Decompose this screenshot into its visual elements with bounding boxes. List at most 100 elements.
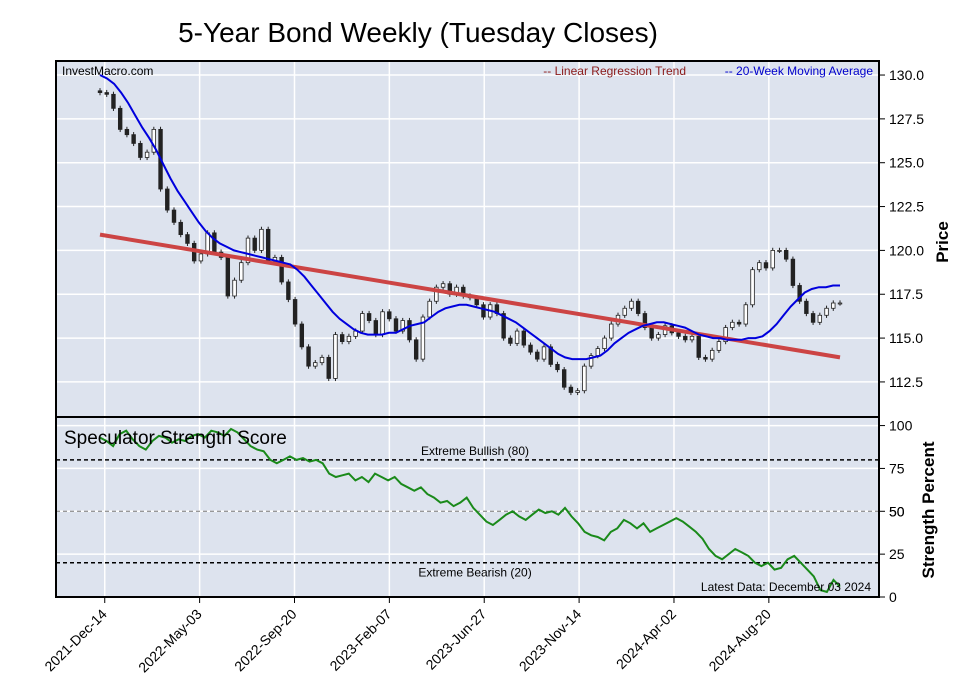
candle bbox=[232, 277, 237, 299]
candle bbox=[689, 333, 695, 343]
strength-tick-label: 25 bbox=[889, 546, 905, 562]
x-tick-label: 2023-Feb-07 bbox=[326, 606, 394, 674]
candle bbox=[642, 310, 648, 331]
x-tick-label: 2021-Dec-14 bbox=[41, 606, 110, 675]
candle bbox=[326, 354, 331, 382]
candle bbox=[582, 363, 587, 394]
candle bbox=[528, 342, 533, 355]
price-y-axis-label: Price bbox=[933, 221, 952, 263]
candle bbox=[561, 367, 567, 390]
candle bbox=[716, 338, 722, 353]
candle bbox=[171, 207, 177, 225]
candle bbox=[259, 226, 264, 254]
candle bbox=[568, 384, 574, 396]
candle bbox=[750, 267, 755, 308]
candle bbox=[400, 317, 405, 334]
candle bbox=[824, 305, 829, 318]
candle bbox=[757, 260, 762, 273]
x-tick-label: 2023-Nov-14 bbox=[516, 606, 585, 675]
candle bbox=[763, 260, 769, 271]
candle bbox=[535, 349, 540, 362]
x-tick-label: 2022-Sep-20 bbox=[231, 606, 300, 675]
candle bbox=[703, 354, 708, 362]
candle bbox=[777, 247, 782, 254]
candle bbox=[239, 260, 244, 283]
price-panel-background bbox=[56, 61, 879, 417]
candle bbox=[306, 344, 311, 369]
candle bbox=[696, 333, 701, 361]
candle bbox=[656, 331, 661, 341]
legend-moving-average: -- 20-Week Moving Average bbox=[725, 64, 874, 78]
candle bbox=[629, 298, 634, 311]
strength-tick-label: 50 bbox=[889, 503, 905, 519]
candle bbox=[683, 333, 688, 343]
price-candles bbox=[97, 88, 843, 396]
candle bbox=[407, 317, 412, 343]
candle bbox=[588, 352, 594, 369]
candle bbox=[622, 305, 627, 318]
candle bbox=[723, 324, 728, 345]
candle bbox=[797, 282, 802, 304]
latest-data-label: Latest Data: December 03 2024 bbox=[701, 580, 871, 594]
strength-y-ticks: 100 75 50 25 0 bbox=[879, 418, 913, 605]
price-tick-label: 122.5 bbox=[889, 199, 924, 215]
strength-tick-label: 0 bbox=[889, 589, 897, 605]
price-tick-label: 130.0 bbox=[889, 67, 924, 83]
candle bbox=[165, 186, 170, 213]
moving-average-line bbox=[99, 74, 840, 361]
candle bbox=[770, 247, 775, 271]
price-tick-label: 115.0 bbox=[889, 330, 923, 346]
candle bbox=[346, 333, 352, 345]
candle bbox=[521, 328, 527, 348]
candle bbox=[736, 319, 742, 327]
strength-tick-label: 100 bbox=[889, 418, 913, 434]
candle bbox=[481, 302, 486, 320]
strength-panel-frame bbox=[55, 416, 880, 598]
strength-reference-lines: Extreme Bullish (80) 50 Extreme Bearish (2… bbox=[56, 444, 905, 580]
candle bbox=[151, 126, 157, 155]
legend-regression: -- Linear Regression Trend bbox=[543, 64, 686, 78]
price-tick-label: 112.5 bbox=[889, 374, 923, 390]
candle bbox=[387, 309, 392, 322]
candle bbox=[252, 235, 257, 254]
candle bbox=[730, 319, 735, 331]
candle bbox=[804, 298, 809, 317]
candle bbox=[602, 335, 607, 352]
strength-line bbox=[99, 427, 841, 594]
strength-panel-title: Speculator Strength Score bbox=[64, 428, 287, 449]
candle bbox=[104, 89, 109, 97]
x-tick-label: 2024-Aug-20 bbox=[705, 606, 774, 675]
candle bbox=[225, 254, 231, 299]
candle bbox=[212, 230, 217, 255]
candle bbox=[810, 310, 816, 325]
candle bbox=[117, 105, 123, 133]
candle bbox=[313, 360, 318, 369]
price-tick-label: 127.5 bbox=[889, 111, 924, 127]
candle bbox=[635, 298, 641, 317]
candle bbox=[790, 256, 796, 289]
x-tick-label: 2023-Jun-27 bbox=[422, 606, 489, 673]
candle bbox=[138, 140, 143, 161]
candle bbox=[380, 309, 385, 338]
price-panel: InvestMacro.com -- Linear Regression Tre… bbox=[55, 60, 952, 418]
candle bbox=[286, 279, 291, 303]
candle bbox=[514, 328, 520, 346]
regression-line bbox=[99, 232, 841, 360]
candle bbox=[279, 254, 284, 285]
candle bbox=[333, 331, 338, 382]
x-tick-label: 2024-Apr-02 bbox=[613, 606, 679, 672]
candle bbox=[817, 312, 823, 325]
candle bbox=[185, 231, 190, 247]
candle bbox=[360, 310, 365, 334]
candle bbox=[575, 388, 580, 396]
candle bbox=[131, 132, 136, 147]
strength-tick-label: 75 bbox=[889, 460, 905, 476]
candle bbox=[609, 321, 614, 341]
strength-y-axis-label: Strength Percent bbox=[919, 441, 938, 578]
candle bbox=[783, 247, 789, 262]
candle bbox=[97, 88, 103, 96]
candle bbox=[111, 91, 116, 111]
candle bbox=[366, 310, 372, 324]
reference-label: Extreme Bearish (20) bbox=[418, 566, 531, 580]
